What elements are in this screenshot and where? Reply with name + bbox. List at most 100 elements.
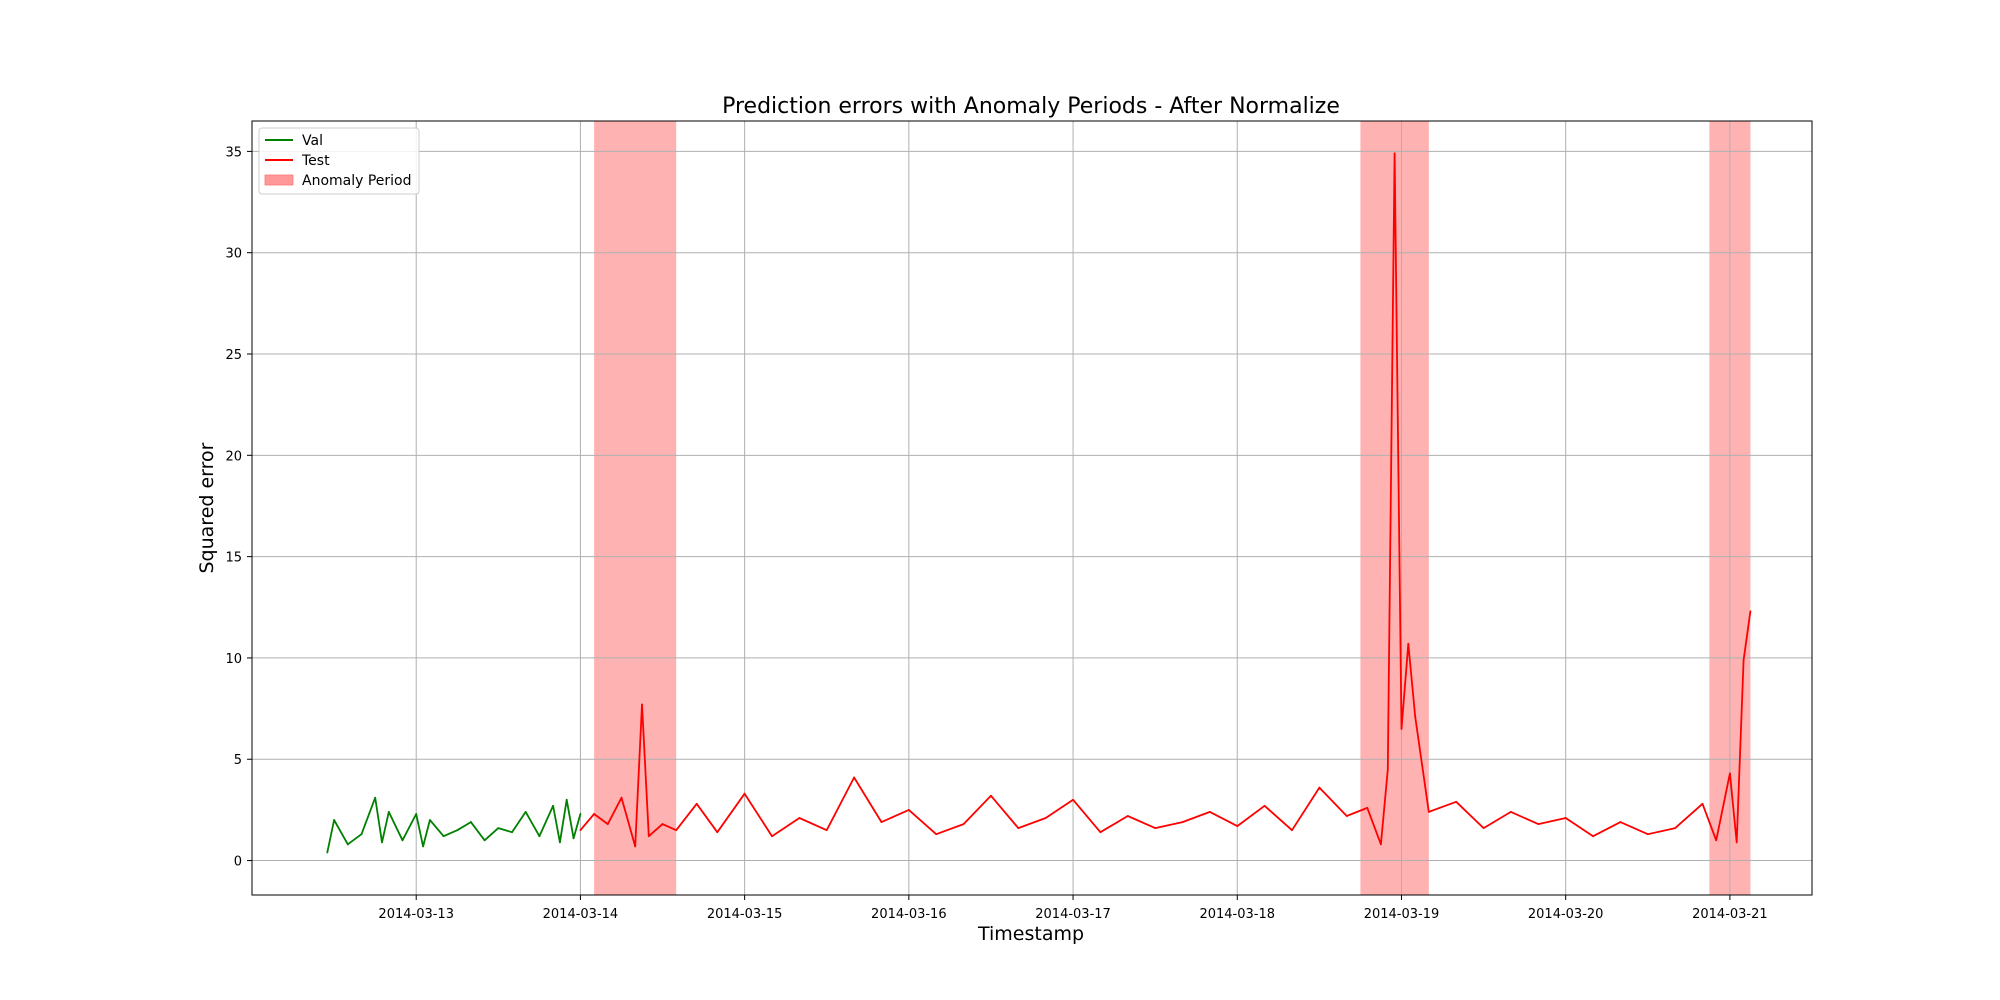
data-point-val: [538, 835, 541, 838]
data-point-test: [1366, 806, 1369, 809]
data-point-test: [661, 823, 664, 825]
data-point-test: [1728, 772, 1731, 775]
x-axis-label: Timestamp: [977, 923, 1084, 945]
data-point-test: [1318, 786, 1321, 789]
data-point-val: [346, 843, 349, 846]
x-tick-label: 2014-03-19: [1364, 907, 1440, 922]
data-point-test: [620, 796, 623, 799]
data-point-test: [1126, 815, 1129, 817]
data-point-test: [743, 792, 746, 795]
data-point-test: [1427, 811, 1430, 813]
data-point-test: [1386, 768, 1389, 771]
data-point-test: [907, 809, 910, 811]
data-point-test: [1749, 610, 1752, 613]
data-point-test: [1619, 821, 1622, 823]
data-point-test: [695, 802, 698, 805]
data-point-test: [1715, 839, 1718, 842]
y-tick-label: 35: [225, 145, 242, 160]
legend-label-anomaly-period: Anomaly Period: [302, 173, 412, 189]
plot-frame: [251, 120, 1813, 896]
x-tick-label: 2014-03-21: [1692, 907, 1768, 922]
data-point-val: [552, 804, 554, 807]
data-point-test: [1510, 811, 1512, 813]
data-point-val: [360, 833, 363, 836]
data-point-test: [1393, 152, 1396, 155]
data-point-test: [853, 776, 856, 779]
chart-title: Prediction errors with Anomaly Periods -…: [722, 94, 1340, 119]
x-tick-label: 2014-03-15: [707, 907, 783, 922]
data-point-test: [1646, 833, 1649, 836]
anomaly-period-band: [594, 121, 677, 895]
series-line-val: [326, 796, 582, 853]
data-point-test: [1482, 827, 1485, 830]
legend-label-val: Val: [302, 133, 323, 149]
data-point-test: [1735, 841, 1738, 844]
data-point-test: [1701, 802, 1704, 805]
data-point-val: [483, 839, 486, 842]
data-point-test: [1537, 823, 1540, 825]
data-point-test: [1154, 827, 1157, 830]
data-point-test: [1380, 843, 1382, 846]
data-point-val: [387, 811, 390, 813]
data-point-test: [579, 829, 582, 832]
x-tick-label: 2014-03-13: [378, 907, 454, 922]
legend: Val Test Anomaly Period: [258, 127, 420, 195]
y-tick-label: 5: [234, 753, 242, 768]
data-point-test: [1044, 817, 1047, 819]
data-point-test: [1263, 804, 1266, 807]
data-point-test: [1345, 815, 1348, 817]
data-point-test: [1017, 827, 1020, 830]
y-tick-label: 20: [225, 449, 242, 464]
data-point-test: [1564, 817, 1567, 819]
data-point-test: [1181, 821, 1184, 823]
data-point-val: [558, 841, 561, 844]
data-point-test: [1208, 811, 1211, 813]
data-point-test: [1674, 827, 1677, 830]
data-point-val: [511, 831, 513, 834]
legend-swatch-anomaly-period: [264, 174, 294, 186]
data-point-val: [524, 811, 527, 813]
data-point-val: [497, 827, 500, 830]
data-point-val: [374, 796, 377, 799]
data-point-test: [641, 703, 643, 706]
data-point-test: [593, 813, 596, 815]
data-point-test: [675, 829, 678, 832]
data-point-test: [935, 833, 938, 836]
data-point-test: [1236, 825, 1239, 828]
data-point-test: [962, 823, 965, 825]
y-tick-label: 0: [234, 855, 242, 870]
data-point-test: [1099, 831, 1102, 834]
data-point-test: [1291, 829, 1293, 832]
data-point-test: [1400, 727, 1403, 730]
data-point-test: [1414, 715, 1417, 718]
data-point-test: [1742, 659, 1745, 661]
data-point-val: [579, 813, 582, 815]
data-point-val: [428, 819, 431, 821]
x-tick-label: 2014-03-18: [1199, 907, 1275, 922]
x-tick-label: 2014-03-16: [871, 907, 947, 922]
series-layer: [326, 152, 1752, 854]
data-point-val: [442, 835, 445, 838]
data-point-test: [798, 817, 801, 819]
data-point-test: [647, 835, 650, 838]
data-point-val: [326, 851, 329, 854]
legend-label-test: Test: [301, 153, 330, 169]
axis-ticks: 2014-03-13 2014-03-14 2014-03-15 2014-03-16…: [225, 145, 1767, 922]
data-point-val: [333, 819, 336, 821]
data-point-val: [415, 813, 418, 815]
data-point-val: [401, 839, 404, 842]
data-point-test: [1455, 800, 1458, 803]
x-tick-label: 2014-03-20: [1528, 907, 1604, 922]
data-point-test: [1407, 642, 1410, 645]
data-point-test: [771, 835, 773, 838]
data-point-test: [634, 845, 637, 848]
x-tick-label: 2014-03-17: [1035, 907, 1111, 922]
y-axis-label: Squared error: [196, 442, 218, 573]
anomaly-period-band: [1360, 121, 1429, 895]
legend-box: [258, 127, 420, 195]
data-point-val: [422, 845, 424, 848]
y-tick-label: 10: [225, 652, 242, 667]
data-point-test: [990, 794, 992, 797]
data-point-val: [565, 798, 568, 801]
